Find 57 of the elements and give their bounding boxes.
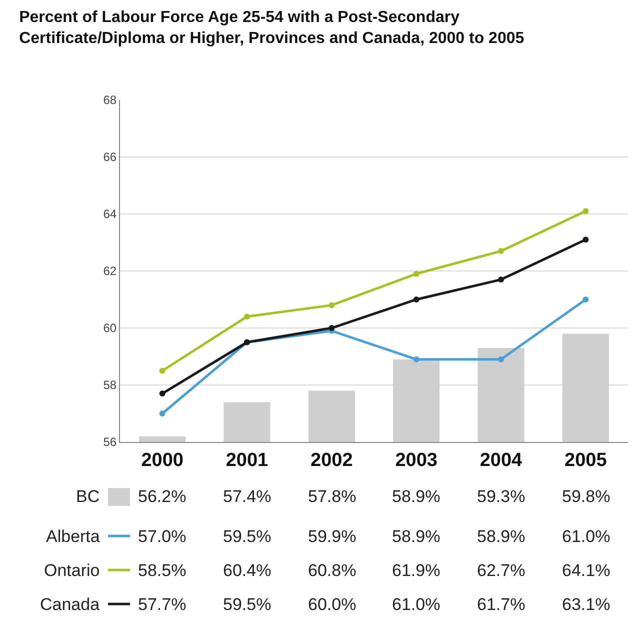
- legend-label: Alberta: [46, 527, 100, 546]
- point: [328, 302, 335, 308]
- x-tick-label: 2002: [310, 450, 353, 471]
- point: [498, 276, 504, 283]
- data-label: 60.4%: [223, 561, 272, 580]
- x-tick-label: 2000: [141, 450, 184, 471]
- point: [498, 248, 504, 254]
- data-label: 61.0%: [392, 595, 440, 614]
- point: [582, 236, 589, 243]
- point: [159, 390, 166, 397]
- data-label: 59.8%: [562, 487, 610, 506]
- legend-label: BC: [76, 487, 100, 506]
- point: [498, 356, 504, 362]
- legend-label: Ontario: [44, 561, 100, 580]
- data-label: 58.9%: [392, 527, 440, 546]
- data-label: 61.9%: [392, 561, 440, 580]
- point: [159, 410, 166, 416]
- data-label: 57.7%: [138, 595, 186, 614]
- data-label: 57.8%: [308, 487, 356, 506]
- y-tick-label: 60: [103, 321, 117, 336]
- x-tick-label: 2001: [226, 450, 269, 471]
- point: [413, 270, 420, 277]
- chart-title: Percent of Labour Force Age 25-54 with a Post-Secondary Certificate/Diploma or Higher, Provinces and Canada, 2000 to 2005: [19, 9, 524, 47]
- data-label: 59.9%: [308, 527, 356, 546]
- data-label: 57.0%: [138, 527, 186, 546]
- data-label: 64.1%: [562, 561, 610, 580]
- point: [582, 208, 589, 214]
- y-tick-label: 56: [103, 435, 117, 450]
- point: [244, 314, 250, 320]
- x-tick-label: 2005: [564, 450, 608, 471]
- y-tick-label: 66: [103, 150, 117, 164]
- data-label: 57.4%: [223, 487, 272, 506]
- data-label: 61.7%: [477, 595, 526, 614]
- data-label: 62.7%: [477, 561, 526, 580]
- point: [413, 356, 420, 362]
- x-tick-label: 2003: [395, 450, 438, 471]
- point: [328, 325, 335, 331]
- data-label: 60.8%: [308, 561, 356, 580]
- data-label: 63.1%: [562, 595, 610, 614]
- data-label: 59.5%: [223, 595, 272, 614]
- point: [413, 296, 420, 302]
- y-tick-label: 64: [103, 207, 117, 222]
- data-label: 58.9%: [477, 527, 526, 546]
- point: [159, 368, 166, 374]
- data-label: 59.3%: [477, 487, 526, 506]
- data-label: 60.0%: [308, 595, 356, 614]
- data-label: 59.5%: [223, 527, 272, 546]
- data-label: 58.9%: [392, 487, 440, 506]
- data-label: 61.0%: [562, 527, 610, 546]
- y-tick-label: 68: [103, 93, 117, 108]
- legend-label: Canada: [40, 595, 100, 614]
- point: [582, 296, 589, 302]
- y-tick-label: 58: [103, 378, 117, 392]
- y-tick-label: 62: [103, 264, 117, 278]
- data-label: 56.2%: [138, 487, 186, 506]
- x-tick-label: 2004: [480, 450, 523, 471]
- data-label: 58.5%: [138, 561, 186, 580]
